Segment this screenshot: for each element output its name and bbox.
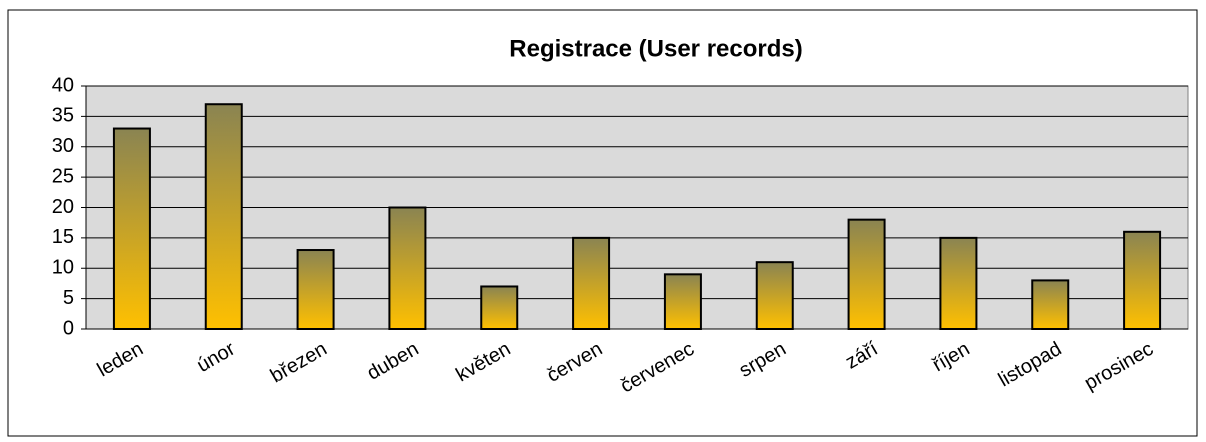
- bar: [204, 103, 243, 330]
- bar: [939, 236, 978, 330]
- bar: [663, 273, 702, 331]
- bar: [755, 261, 794, 330]
- bar: [112, 127, 151, 330]
- y-tick-label: 0: [63, 317, 74, 339]
- y-tick-label: 35: [52, 105, 74, 127]
- bar: [1031, 279, 1070, 330]
- chart-title: Registrace (User records): [509, 35, 802, 62]
- bar: [572, 236, 611, 330]
- bar: [847, 218, 886, 330]
- y-tick-label: 20: [52, 196, 74, 218]
- y-tick-label: 15: [52, 226, 74, 248]
- bar: [1123, 230, 1162, 330]
- y-tick-label: 10: [52, 257, 74, 279]
- y-tick-label: 5: [63, 287, 74, 309]
- bar: [388, 206, 427, 330]
- y-tick-label: 40: [52, 74, 74, 96]
- y-tick-label: 30: [52, 135, 74, 157]
- y-tick-label: 25: [52, 165, 74, 187]
- bar: [480, 285, 519, 331]
- bar: [296, 249, 335, 330]
